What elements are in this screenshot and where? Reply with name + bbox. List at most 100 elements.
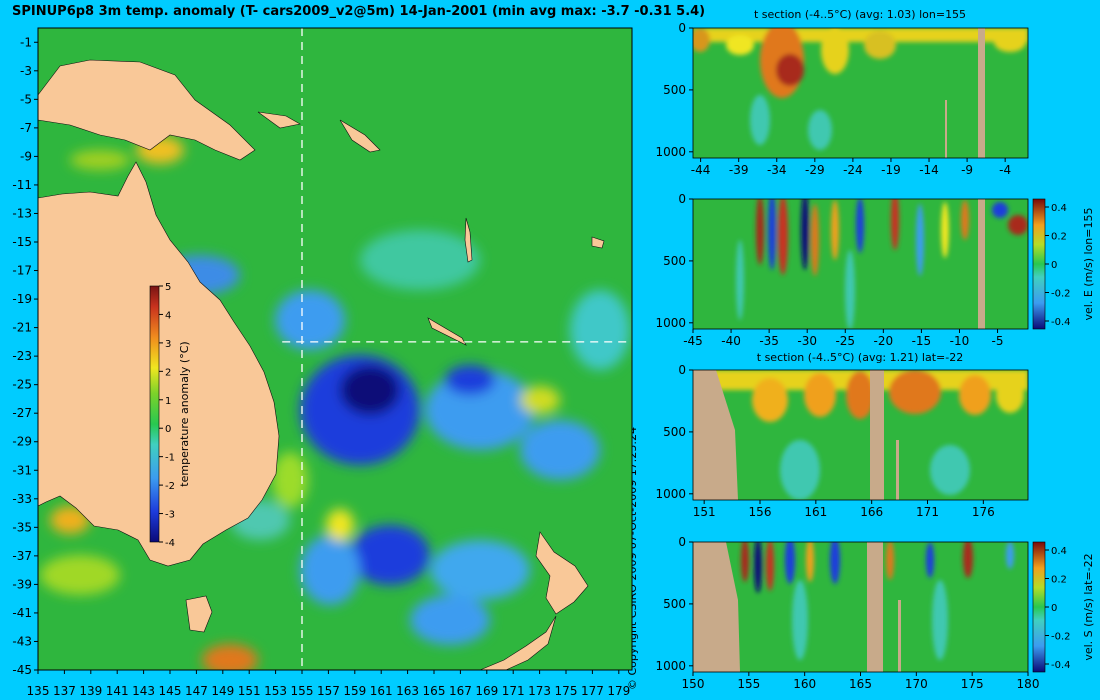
- vel-e-colorbar: [1032, 198, 1046, 330]
- map-x-tick-label: 163: [396, 684, 419, 698]
- section-y-tick-label: 1000: [655, 487, 686, 501]
- section-panel-3: t section (-4..5°C) (avg: 1.21) lat=-22 …: [655, 351, 1029, 519]
- map-y-tick-label: -15: [12, 235, 32, 249]
- vel-colorbar-tick-label: 0.4: [1051, 546, 1067, 557]
- map-x-tick-label: 179: [607, 684, 630, 698]
- section-x-tick-label: -20: [874, 334, 894, 348]
- map-y-tick-label: -45: [12, 663, 32, 677]
- section-y-tick-label: 500: [663, 83, 686, 97]
- vel-colorbar-tick-label: -0.4: [1051, 317, 1071, 328]
- colorbar-tick-label: 1: [165, 396, 171, 407]
- map-x-tick-label: 137: [53, 684, 76, 698]
- section-x-tick-label: -14: [919, 163, 939, 177]
- map-y-tick-label: -21: [12, 321, 32, 335]
- colorbar-ticks: 5 4 3 2 1 0 -1 -2 -3 -4: [159, 282, 175, 549]
- colorbar-tick-label: -3: [165, 510, 175, 521]
- section-1-title: t section (-4..5°C) (avg: 1.03) lon=155: [754, 8, 966, 21]
- map-x-tick-label: 161: [370, 684, 393, 698]
- map-y-tick-label: -31: [12, 463, 32, 477]
- map-y-tick-label: -7: [20, 121, 32, 135]
- section-y-tick-label: 0: [678, 363, 686, 377]
- land-new-caledonia: [427, 317, 467, 346]
- colorbar-tick-label: 4: [165, 310, 171, 321]
- section-x-tick-label: 171: [916, 505, 939, 519]
- section-y-tick-label: 0: [678, 192, 686, 206]
- vel-colorbar-tick-label: 0.4: [1051, 203, 1067, 214]
- section-x-tick-label: -40: [721, 334, 741, 348]
- section-y-tick-label: 1000: [655, 145, 686, 159]
- section-panel-2: -45 -40 -35 -30 -25 -20 -15 -10 -5 0 500 1000 0.4 0.…: [655, 192, 1095, 348]
- land-solomon-islands: [339, 119, 381, 153]
- map-y-tick-label: -3: [20, 64, 32, 78]
- section-x-tick-label: -25: [835, 334, 855, 348]
- section-y-tick-label: 500: [663, 254, 686, 268]
- vel-s-colorbar-label: vel. S (m/s) lat=-22: [1082, 553, 1095, 660]
- section-y-tick-label: 500: [663, 597, 686, 611]
- colorbar-gradient: [149, 285, 160, 543]
- colorbar-tick-label: 5: [165, 282, 171, 293]
- map-y-axis: -1 -3 -5 -7 -9 -11 -13 -15 -17 -19 -21 -23 -25 -27 -29…: [12, 35, 38, 677]
- section-y-tick-label: 0: [678, 21, 686, 35]
- vel-colorbar-tick-label: -0.2: [1051, 289, 1071, 300]
- map-crosshair: [282, 28, 632, 670]
- land-vanuatu: [464, 217, 473, 263]
- section-x-tick-label: 175: [961, 677, 984, 691]
- colorbar-tick-label: -4: [165, 538, 175, 549]
- section-x-tick-label: -44: [691, 163, 711, 177]
- section-x-tick-label: 156: [749, 505, 772, 519]
- colorbar-tick-label: 3: [165, 339, 171, 350]
- map-x-tick-label: 169: [475, 684, 498, 698]
- map-x-tick-label: 147: [185, 684, 208, 698]
- map-y-tick-label: -39: [12, 577, 32, 591]
- section-x-tick-label: -39: [729, 163, 749, 177]
- map-panel: 135 137 139 141 143 145 147 149 151 153 155 157 159 1…: [12, 27, 633, 698]
- section-x-tick-label: -4: [999, 163, 1011, 177]
- section-x-tick-label: 155: [737, 677, 760, 691]
- vel-colorbar-tick-label: 0: [1051, 603, 1057, 614]
- land-north-island-nz: [535, 531, 589, 615]
- section-x-tick-label: 180: [1017, 677, 1040, 691]
- map-x-tick-label: 143: [132, 684, 155, 698]
- section-x-tick-label: 160: [793, 677, 816, 691]
- colorbar-tick-label: 2: [165, 367, 171, 378]
- map-y-tick-label: -33: [12, 492, 32, 506]
- map-x-axis: 135 137 139 141 143 145 147 149 151 153 155 157 159 1…: [27, 670, 630, 698]
- section-x-tick-label: 161: [804, 505, 827, 519]
- map-y-tick-label: -9: [20, 149, 32, 163]
- main-title: SPINUP6p8 3m temp. anomaly (T- cars2009_…: [12, 4, 706, 19]
- section-panel-4: 150 155 160 165 170 175 180 0 500 1000 0.4 0.2 0 -0.…: [655, 535, 1095, 691]
- section-x-tick-label: 165: [849, 677, 872, 691]
- map-x-tick-label: 155: [291, 684, 314, 698]
- map-y-tick-label: -27: [12, 406, 32, 420]
- section-x-tick-label: -10: [950, 334, 970, 348]
- section-y-tick-label: 1000: [655, 659, 686, 673]
- map-x-tick-label: 175: [555, 684, 578, 698]
- map-y-tick-label: -13: [12, 206, 32, 220]
- map-y-tick-label: -11: [12, 178, 32, 192]
- map-y-tick-label: -35: [12, 520, 32, 534]
- section-3-title: t section (-4..5°C) (avg: 1.21) lat=-22: [757, 351, 963, 364]
- section-x-tick-label: -9: [961, 163, 973, 177]
- vel-colorbar-tick-label: -0.4: [1051, 660, 1071, 671]
- map-x-tick-label: 145: [159, 684, 182, 698]
- section-x-tick-label: -45: [683, 334, 703, 348]
- section-x-tick-label: -24: [843, 163, 863, 177]
- map-anomaly-field: [40, 136, 630, 670]
- map-y-tick-label: -29: [12, 435, 32, 449]
- map-x-tick-label: 173: [528, 684, 551, 698]
- section-x-tick-label: -29: [805, 163, 825, 177]
- vel-colorbar-tick-label: -0.2: [1051, 632, 1071, 643]
- section-x-tick-label: -5: [992, 334, 1004, 348]
- map-y-tick-label: -43: [12, 634, 32, 648]
- vel-e-colorbar-label: vel. E (m/s) lon=155: [1082, 208, 1095, 321]
- map-y-tick-label: -25: [12, 378, 32, 392]
- vel-colorbar-tick-label: 0.2: [1051, 575, 1067, 586]
- map-x-tick-label: 159: [343, 684, 366, 698]
- section-y-tick-label: 1000: [655, 316, 686, 330]
- map-x-tick-label: 167: [449, 684, 472, 698]
- land-new-britain: [257, 111, 301, 129]
- colorbar-tick-label: 0: [165, 424, 171, 435]
- section-x-tick-label: 170: [905, 677, 928, 691]
- section-y-tick-label: 0: [678, 535, 686, 549]
